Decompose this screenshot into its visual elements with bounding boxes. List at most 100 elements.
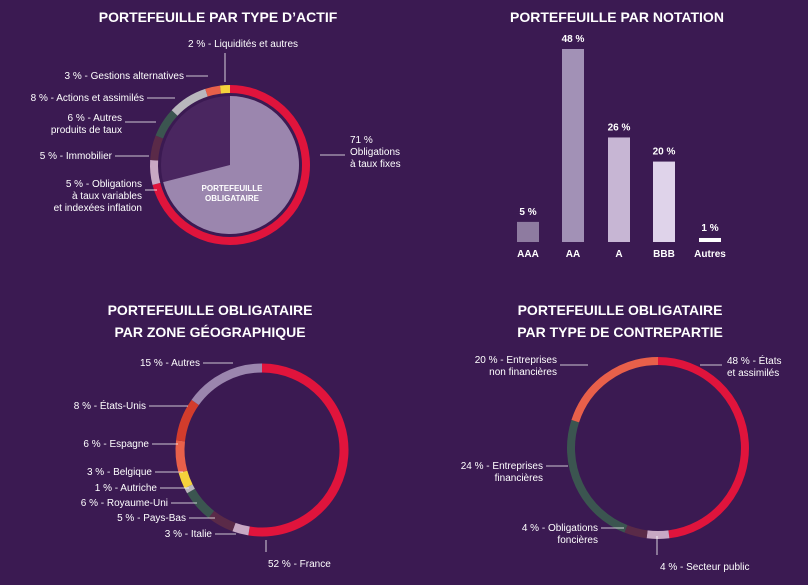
donut-segment	[208, 510, 236, 532]
bar-value-label: 1 %	[701, 223, 718, 234]
donut-segment	[571, 357, 659, 423]
bar	[699, 237, 721, 242]
chart-title: PORTEFEUILLE PAR TYPE D’ACTIF	[99, 9, 338, 25]
slice-label-line: 6 % - Autres	[68, 113, 122, 124]
donut-segment	[184, 484, 195, 494]
chart-title-line: PORTEFEUILLE OBLIGATAIRE	[108, 302, 313, 318]
donut-1	[150, 85, 310, 245]
bar-value-label: 48 %	[562, 34, 585, 45]
chart-title: PORTEFEUILLE OBLIGATAIRE PAR TYPE DE CONT…	[517, 302, 723, 340]
donut-segment	[155, 110, 178, 139]
donut-segment	[248, 363, 349, 537]
slice-label: 3 % - Italie	[165, 529, 213, 540]
slice-label-line: 1 % - Autriche	[95, 483, 158, 494]
chart-title-line: PAR ZONE GÉOGRAPHIQUE	[114, 324, 305, 340]
donut-segment	[205, 85, 222, 97]
slice-label-line: 2 % - Liquidités et autres	[188, 39, 298, 50]
chart-title-line: PORTEFEUILLE OBLIGATAIRE	[518, 302, 723, 318]
slice-label-line: 6 % - Royaume-Uni	[81, 498, 168, 509]
donut-segment	[152, 85, 310, 245]
slice-label-line: 15 % - Autres	[140, 358, 200, 369]
slice-label: 8 % - États-Unis	[74, 399, 146, 412]
slice-label-line: 5 % - Obligations	[66, 179, 142, 190]
slice-label-line: 4 % - Obligations	[522, 523, 598, 534]
slice-label-line: 4 % - Secteur public	[660, 562, 750, 573]
bar	[562, 49, 584, 242]
donut-3	[175, 363, 349, 537]
bar	[608, 137, 630, 242]
slice-label-line: à taux fixes	[350, 159, 401, 170]
donut-segment	[171, 88, 208, 116]
slice-label-line: 8 % - Actions et assimilés	[31, 93, 144, 104]
donut-4	[567, 357, 749, 539]
slice-label-line: 3 % - Italie	[165, 529, 213, 540]
donut-segment	[187, 488, 215, 518]
chart-title: PORTEFEUILLE OBLIGATAIRE PAR ZONE GÉOGRAP…	[108, 302, 313, 340]
slice-label: 52 % - France	[268, 559, 331, 570]
donut-segment	[646, 530, 670, 539]
slice-label-line: et indexées inflation	[54, 203, 142, 214]
slice-label-line: 52 % - France	[268, 559, 331, 570]
bar-category-label: Autres	[694, 249, 726, 260]
slice-label-line: 3 % - Gestions alternatives	[65, 71, 185, 82]
slice-label-line: non financières	[489, 367, 557, 378]
donut-segment	[175, 440, 188, 474]
slice-label-line: foncières	[557, 535, 598, 546]
slice-label: 5 % - Immobilier	[40, 151, 113, 162]
slice-label: 4 % - Secteur public	[660, 562, 750, 573]
slice-label-line: 5 % - Pays-Bas	[117, 513, 186, 524]
donut-segment	[150, 135, 164, 161]
bar-category-label: AA	[566, 249, 580, 260]
donut-segment	[191, 363, 263, 406]
bar	[653, 161, 675, 242]
bar	[517, 221, 539, 242]
slice-label: 2 % - Liquidités et autres	[188, 39, 298, 50]
slice-label-line: à taux variables	[72, 191, 142, 202]
slice-label: 15 % - Autres	[140, 358, 200, 369]
slice-label-line: financières	[495, 473, 543, 484]
bond-portfolio-wedge	[163, 95, 300, 234]
slice-label: 5 % - Pays-Bas	[117, 513, 186, 524]
slice-label-line: 8 % - États-Unis	[74, 399, 146, 412]
chart-title: PORTEFEUILLE PAR NOTATION	[510, 9, 724, 25]
bar-value-label: 5 %	[519, 207, 536, 218]
donut-segment	[232, 522, 250, 536]
bar-value-label: 26 %	[608, 122, 631, 133]
slice-label: 6 % - Espagne	[83, 439, 149, 450]
donut-segment	[219, 85, 231, 94]
slice-label-line: 48 % - États	[727, 354, 781, 367]
bar-value-label: 20 %	[653, 147, 676, 158]
slice-label-line: 5 % - Immobilier	[40, 151, 113, 162]
donut-segment	[567, 419, 628, 533]
chart-title-line: PAR TYPE DE CONTREPARTIE	[517, 324, 723, 340]
slice-label-line: 3 % - Belgique	[87, 467, 152, 478]
slice-label-line: produits de taux	[51, 125, 122, 136]
bar-category-label: BBB	[653, 249, 675, 260]
donut-segment	[150, 159, 161, 185]
slice-label-line: 20 % - Entreprises	[475, 355, 557, 366]
slice-label: 8 % - Actions et assimilés	[31, 93, 144, 104]
slice-label-line: et assimilés	[727, 368, 779, 379]
donut-segment	[176, 399, 199, 442]
donut-segment	[624, 525, 648, 539]
bar-category-label: AAA	[517, 249, 539, 260]
inner-label-line: PORTEFEUILLE	[202, 184, 264, 193]
donut-segment	[657, 357, 749, 539]
slice-label: 6 % - Royaume-Uni	[81, 498, 168, 509]
bar-category-label: A	[615, 249, 622, 260]
slice-label-line: Obligations	[350, 147, 400, 158]
slice-label-line: 6 % - Espagne	[83, 439, 149, 450]
slice-label: 1 % - Autriche	[95, 483, 158, 494]
slice-label-line: 24 % - Entreprises	[461, 461, 543, 472]
donut-segment	[178, 470, 193, 489]
slice-label: 3 % - Gestions alternatives	[65, 71, 185, 82]
inner-label-line: OBLIGATAIRE	[205, 194, 260, 203]
